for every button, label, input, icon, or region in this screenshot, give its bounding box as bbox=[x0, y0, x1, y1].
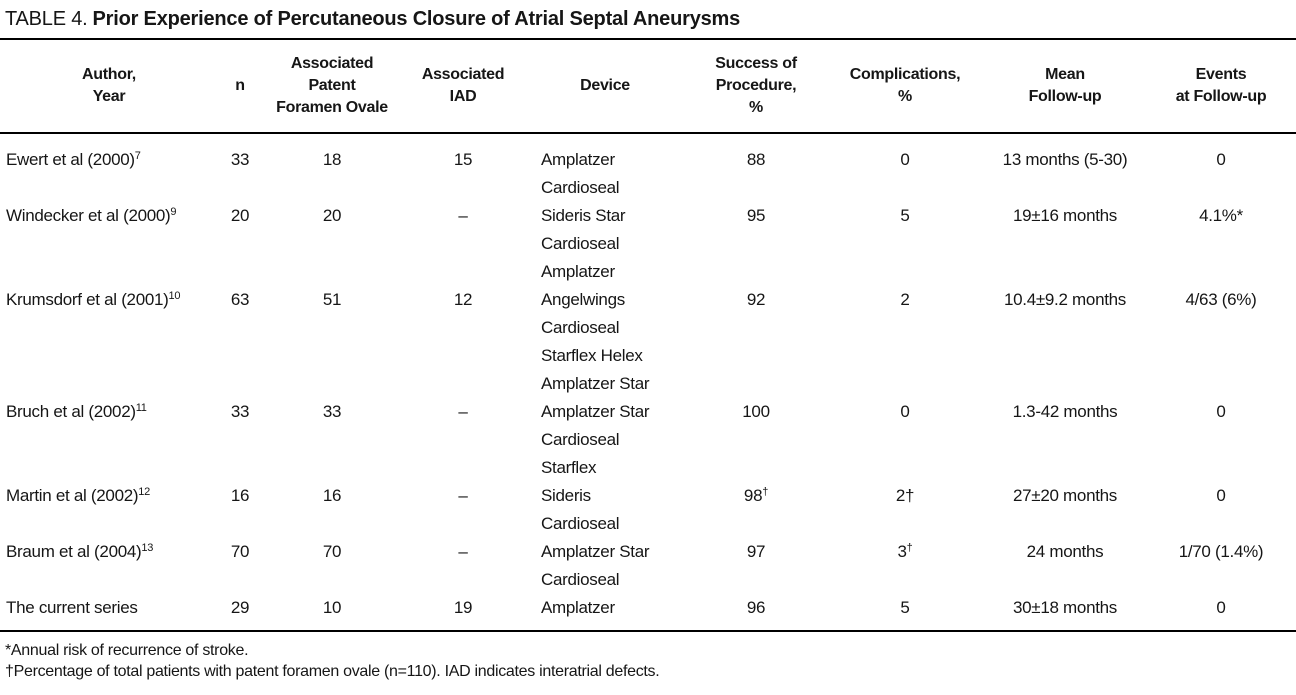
table-footnotes: *Annual risk of recurrence of stroke. †P… bbox=[0, 640, 1296, 682]
complications-cell: 3† bbox=[897, 542, 913, 561]
mean-followup-cell: 30±18 months bbox=[1012, 598, 1118, 617]
mean-followup-cell: 19±16 months bbox=[1012, 206, 1118, 225]
iad-cell: – bbox=[458, 206, 468, 225]
success-cell: 95 bbox=[746, 206, 766, 225]
data-table: Author, Year n Associated Patent Foramen… bbox=[0, 38, 1296, 632]
author-cell: Ewert et al (2000)7 bbox=[6, 150, 141, 169]
table-row: Krumsdorf et al (2001)10 63 51 12 Angelw… bbox=[0, 286, 1296, 398]
complications-cell: 2† bbox=[895, 486, 915, 505]
table-row: Bruch et al (2002)11 33 33 – Amplatzer S… bbox=[0, 398, 1296, 482]
mean-followup-cell: 27±20 months bbox=[1012, 486, 1118, 505]
mean-followup-cell: 24 months bbox=[1026, 542, 1104, 561]
success-cell: 100 bbox=[742, 402, 770, 421]
reference-superscript: 7 bbox=[134, 150, 141, 162]
header-success: Success of Procedure, % bbox=[686, 39, 826, 134]
success-cell: 92 bbox=[746, 290, 766, 309]
events-cell: 4.1%* bbox=[1199, 206, 1243, 225]
device-cell: Amplatzer Star Cardioseal bbox=[541, 542, 650, 589]
table-body: Ewert et al (2000)7 33 18 15 Amplatzer C… bbox=[0, 133, 1296, 631]
header-author-year: Author, Year bbox=[0, 39, 218, 134]
reference-superscript: 9 bbox=[170, 206, 177, 218]
n-cell: 29 bbox=[230, 598, 250, 617]
events-cell: 0 bbox=[1216, 598, 1226, 617]
iad-cell: – bbox=[458, 402, 468, 421]
events-cell: 1/70 (1.4%) bbox=[1178, 542, 1264, 561]
author-cell: Windecker et al (2000)9 bbox=[6, 206, 177, 225]
table-row: Braum et al (2004)13 70 70 – Amplatzer S… bbox=[0, 538, 1296, 594]
dagger-superscript: † bbox=[762, 486, 769, 498]
reference-superscript: 10 bbox=[168, 290, 181, 302]
device-cell: Angelwings Cardioseal Starflex Helex Amp… bbox=[541, 290, 650, 393]
mean-followup-cell: 13 months (5-30) bbox=[1002, 150, 1128, 169]
author-cell: Braum et al (2004)13 bbox=[6, 542, 154, 561]
complications-cell: 5 bbox=[900, 206, 910, 225]
success-cell: 88 bbox=[746, 150, 766, 169]
iad-cell: 15 bbox=[453, 150, 473, 169]
events-cell: 0 bbox=[1216, 402, 1226, 421]
header-associated-iad: Associated IAD bbox=[402, 39, 524, 134]
events-cell: 0 bbox=[1216, 486, 1226, 505]
device-cell: Amplatzer Cardioseal bbox=[541, 150, 620, 197]
complications-cell: 5 bbox=[900, 598, 910, 617]
complications-cell: 2 bbox=[900, 290, 910, 309]
iad-cell: 19 bbox=[453, 598, 473, 617]
pfo-cell: 18 bbox=[322, 150, 342, 169]
complications-cell: 0 bbox=[900, 402, 910, 421]
n-cell: 33 bbox=[230, 402, 250, 421]
mean-followup-cell: 10.4±9.2 months bbox=[1003, 290, 1127, 309]
n-cell: 20 bbox=[230, 206, 250, 225]
reference-superscript: 12 bbox=[138, 486, 150, 498]
n-cell: 16 bbox=[230, 486, 250, 505]
table-row: Ewert et al (2000)7 33 18 15 Amplatzer C… bbox=[0, 133, 1296, 202]
device-cell: Sideris Cardioseal bbox=[541, 486, 620, 533]
table-row: The current series 29 10 19 Amplatzer 96… bbox=[0, 594, 1296, 631]
pfo-cell: 10 bbox=[322, 598, 342, 617]
complications-cell: 0 bbox=[900, 150, 910, 169]
table-caption: Prior Experience of Percutaneous Closure… bbox=[92, 8, 741, 30]
device-cell: Sideris Star Cardioseal Amplatzer bbox=[541, 206, 626, 281]
author-cell: Martin et al (2002)12 bbox=[6, 486, 150, 505]
header-device: Device bbox=[524, 39, 686, 134]
iad-cell: – bbox=[458, 542, 468, 561]
n-cell: 63 bbox=[230, 290, 250, 309]
author-cell: Bruch et al (2002)11 bbox=[6, 402, 147, 421]
header-mean-followup: Mean Follow-up bbox=[984, 39, 1146, 134]
reference-superscript: 11 bbox=[135, 402, 147, 414]
n-cell: 70 bbox=[230, 542, 250, 561]
footnote-asterisk: *Annual risk of recurrence of stroke. bbox=[5, 642, 249, 659]
table-header: Author, Year n Associated Patent Foramen… bbox=[0, 39, 1296, 134]
n-cell: 33 bbox=[230, 150, 250, 169]
header-patent-foramen-ovale: Associated Patent Foramen Ovale bbox=[262, 39, 402, 134]
device-cell: Amplatzer Star Cardioseal Starflex bbox=[541, 402, 650, 477]
header-events: Events at Follow-up bbox=[1146, 39, 1296, 134]
author-cell: The current series bbox=[6, 598, 138, 617]
iad-cell: 12 bbox=[453, 290, 473, 309]
footnote-dagger: †Percentage of total patients with paten… bbox=[5, 663, 660, 680]
mean-followup-cell: 1.3-42 months bbox=[1012, 402, 1118, 421]
header-n: n bbox=[218, 39, 262, 134]
events-cell: 4/63 (6%) bbox=[1185, 290, 1257, 309]
iad-cell: – bbox=[458, 486, 468, 505]
pfo-cell: 51 bbox=[322, 290, 342, 309]
table-number: TABLE 4. bbox=[5, 8, 88, 30]
table-title: TABLE 4. Prior Experience of Percutaneous… bbox=[0, 7, 1296, 32]
dagger-superscript: † bbox=[906, 542, 913, 554]
table-row: Windecker et al (2000)9 20 20 – Sideris … bbox=[0, 202, 1296, 286]
success-cell: 96 bbox=[746, 598, 766, 617]
pfo-cell: 33 bbox=[322, 402, 342, 421]
author-cell: Krumsdorf et al (2001)10 bbox=[6, 290, 181, 309]
reference-superscript: 13 bbox=[141, 542, 154, 554]
header-complications: Complications, % bbox=[826, 39, 984, 134]
header-row: Author, Year n Associated Patent Foramen… bbox=[0, 39, 1296, 134]
table-row: Martin et al (2002)12 16 16 – Sideris Ca… bbox=[0, 482, 1296, 538]
success-cell: 97 bbox=[746, 542, 766, 561]
success-cell: 98† bbox=[743, 486, 769, 505]
pfo-cell: 20 bbox=[322, 206, 342, 225]
events-cell: 0 bbox=[1216, 150, 1226, 169]
device-cell: Amplatzer bbox=[541, 598, 615, 617]
pfo-cell: 16 bbox=[322, 486, 342, 505]
pfo-cell: 70 bbox=[322, 542, 342, 561]
